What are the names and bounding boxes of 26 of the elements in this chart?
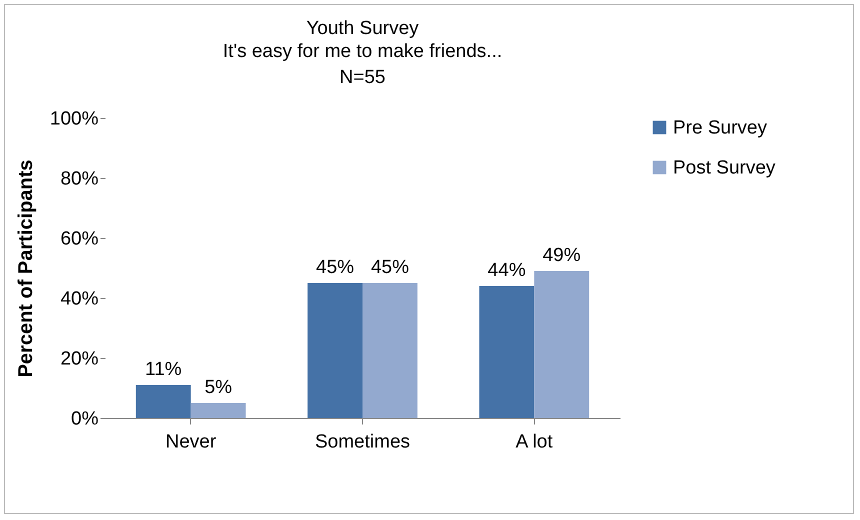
- data-label: 44%: [488, 260, 526, 281]
- y-tick-label: 0%: [71, 408, 99, 430]
- y-tick-label: 100%: [50, 108, 99, 130]
- bar: [534, 271, 590, 418]
- bar: [190, 403, 246, 418]
- y-axis-title: Percent of Participants: [14, 160, 37, 378]
- x-tick-label: A lot: [516, 432, 554, 452]
- x-tick-label: Never: [165, 432, 217, 452]
- chart-title: Youth Survey: [306, 18, 420, 39]
- data-label: 5%: [204, 377, 232, 398]
- data-label: 11%: [145, 359, 182, 380]
- data-label: 45%: [316, 257, 354, 278]
- bar: [362, 283, 418, 418]
- data-label: 49%: [542, 245, 581, 266]
- data-label: 45%: [370, 257, 410, 278]
- y-tick-label: 40%: [60, 288, 99, 310]
- legend-label: Pre Survey: [673, 118, 768, 138]
- bar: [479, 286, 534, 418]
- chart-subtitle: It's easy for me to make friends... N=55: [222, 41, 502, 88]
- x-tick-label: Sometimes: [314, 432, 410, 452]
- legend-label: Post Survey: [673, 158, 776, 178]
- bar: [308, 283, 362, 418]
- y-tick-label: 20%: [60, 348, 99, 370]
- y-tick-label: 60%: [60, 228, 99, 250]
- y-tick-label: 80%: [60, 168, 99, 190]
- bar: [136, 385, 191, 418]
